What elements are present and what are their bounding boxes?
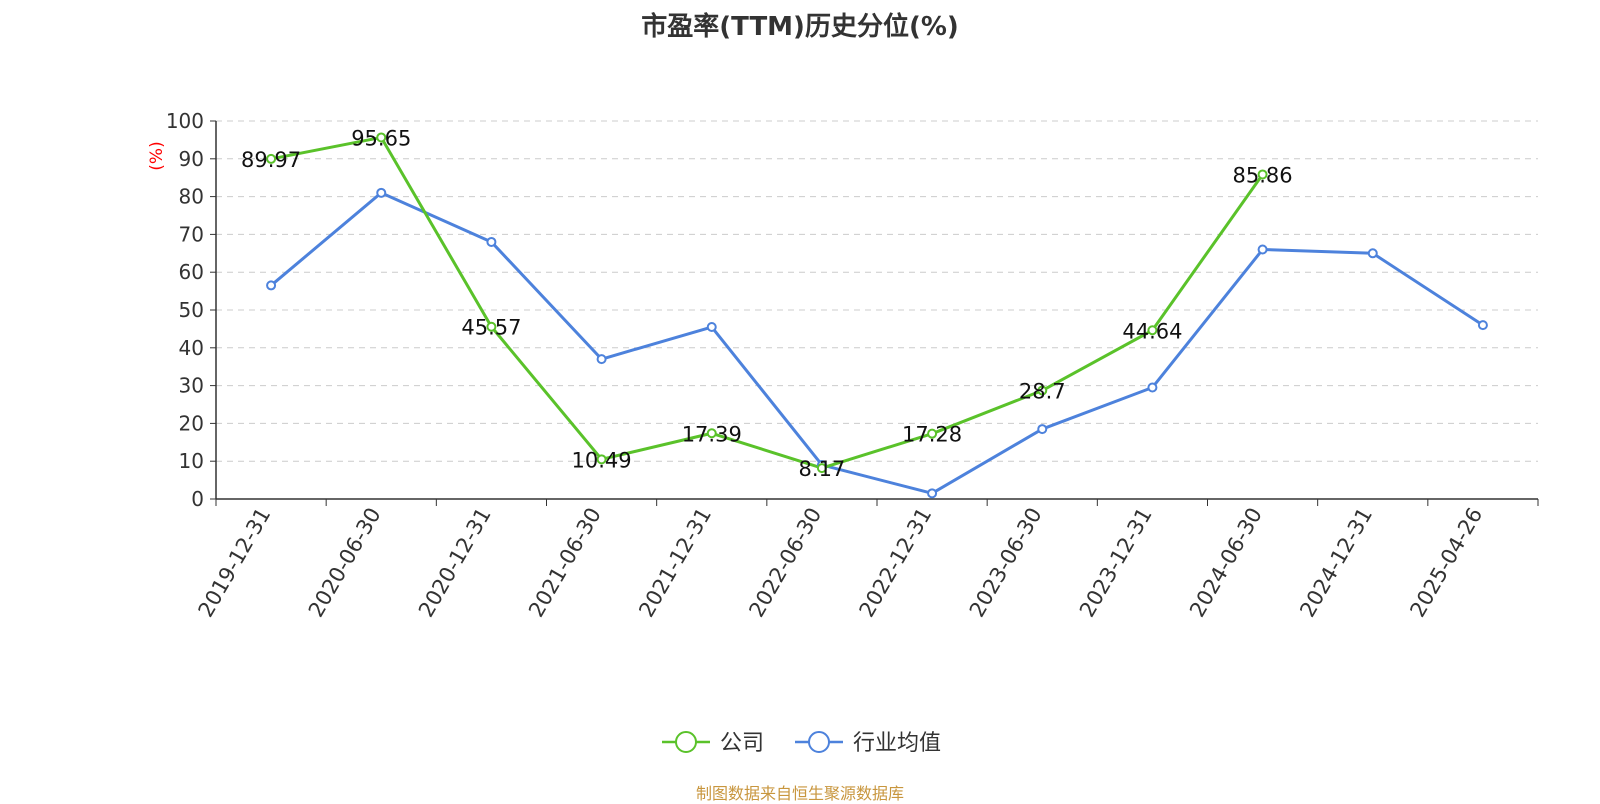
y-axis-label: (%) (147, 141, 167, 170)
data-point (1037, 424, 1048, 435)
y-tick-label: 50 (179, 298, 204, 322)
x-tick-label: 2024-06-30 (1185, 504, 1267, 622)
x-tick-label: 2021-12-31 (634, 504, 716, 622)
x-tick-label: 2020-06-30 (304, 504, 386, 622)
data-point (1477, 320, 1488, 331)
data-point (816, 463, 827, 474)
y-tick-label: 100 (166, 109, 204, 133)
axes: 0 10 20 30 40 50 60 70 80 90 100 (%) 2019-12-31 2020-… (147, 109, 1539, 622)
data-point (706, 428, 717, 439)
y-tick-label: 0 (191, 487, 204, 511)
data-label: 89.97 (241, 148, 301, 172)
data-point (1147, 382, 1158, 393)
data-labels: 89.97 95.65 45.57 10.49 17.39 8.17 17.28 28.7 44… (241, 126, 1293, 481)
data-label: 85.86 (1233, 163, 1293, 187)
chart-title: 市盈率(TTM)历史分位(%) (641, 12, 959, 42)
series-line-1 (270, 191, 1484, 495)
legend-swatch-marker (675, 731, 697, 753)
data-label: 10.49 (572, 448, 632, 472)
legend: 公司 行业均值 (662, 731, 941, 756)
x-tick-label: 2021-06-30 (524, 504, 606, 622)
data-point (376, 132, 387, 143)
data-point (486, 321, 497, 332)
data-point (1257, 169, 1268, 180)
series-points (266, 132, 1488, 499)
legend-label: 行业均值 (853, 731, 941, 756)
grid-lines (216, 120, 1538, 462)
x-tick-label: 2020-12-31 (414, 503, 496, 621)
y-tick-label: 30 (179, 374, 204, 398)
data-point (706, 322, 717, 333)
data-point (927, 488, 938, 499)
x-tick-label: 2019-12-31 (194, 504, 276, 622)
y-tick-label: 40 (179, 336, 204, 360)
data-label: 28.7 (1019, 380, 1066, 404)
legend-label: 公司 (720, 731, 764, 756)
y-tick-label: 70 (179, 222, 204, 246)
data-point (486, 236, 497, 247)
x-tick-label: 2022-12-31 (855, 503, 937, 621)
y-tick-label: 80 (179, 185, 204, 209)
x-tick-label: 2024-12-31 (1295, 504, 1377, 622)
data-point (927, 428, 938, 439)
y-tick-label: 20 (179, 411, 204, 435)
series-line-0 (270, 135, 1264, 470)
data-label: 95.65 (351, 126, 411, 150)
x-tick-label: 2023-12-31 (1075, 504, 1157, 622)
data-label: 44.64 (1122, 319, 1182, 343)
data-point (596, 354, 607, 365)
data-point (596, 454, 607, 465)
data-label: 8.17 (799, 457, 846, 481)
legend-swatch-marker (808, 731, 830, 753)
data-label: 45.57 (461, 316, 521, 340)
data-point (1367, 248, 1378, 259)
x-tick-label: 2023-06-30 (965, 504, 1047, 622)
y-tick-label: 90 (179, 147, 204, 171)
data-label: 17.39 (682, 422, 742, 446)
y-tick-label: 60 (179, 260, 204, 284)
data-point (1037, 385, 1048, 396)
series-lines (270, 135, 1484, 495)
data-label: 17.28 (902, 423, 962, 447)
data-source: 制图数据来自恒生聚源数据库 (695, 784, 904, 803)
x-tick-label: 2025-04-26 (1405, 504, 1487, 622)
data-point (376, 187, 387, 198)
data-point (1257, 244, 1268, 255)
x-tick-label: 2022-06-30 (744, 504, 826, 622)
data-point (266, 280, 277, 291)
data-point (266, 153, 277, 164)
y-tick-label: 10 (179, 449, 204, 473)
data-point (1147, 325, 1158, 336)
